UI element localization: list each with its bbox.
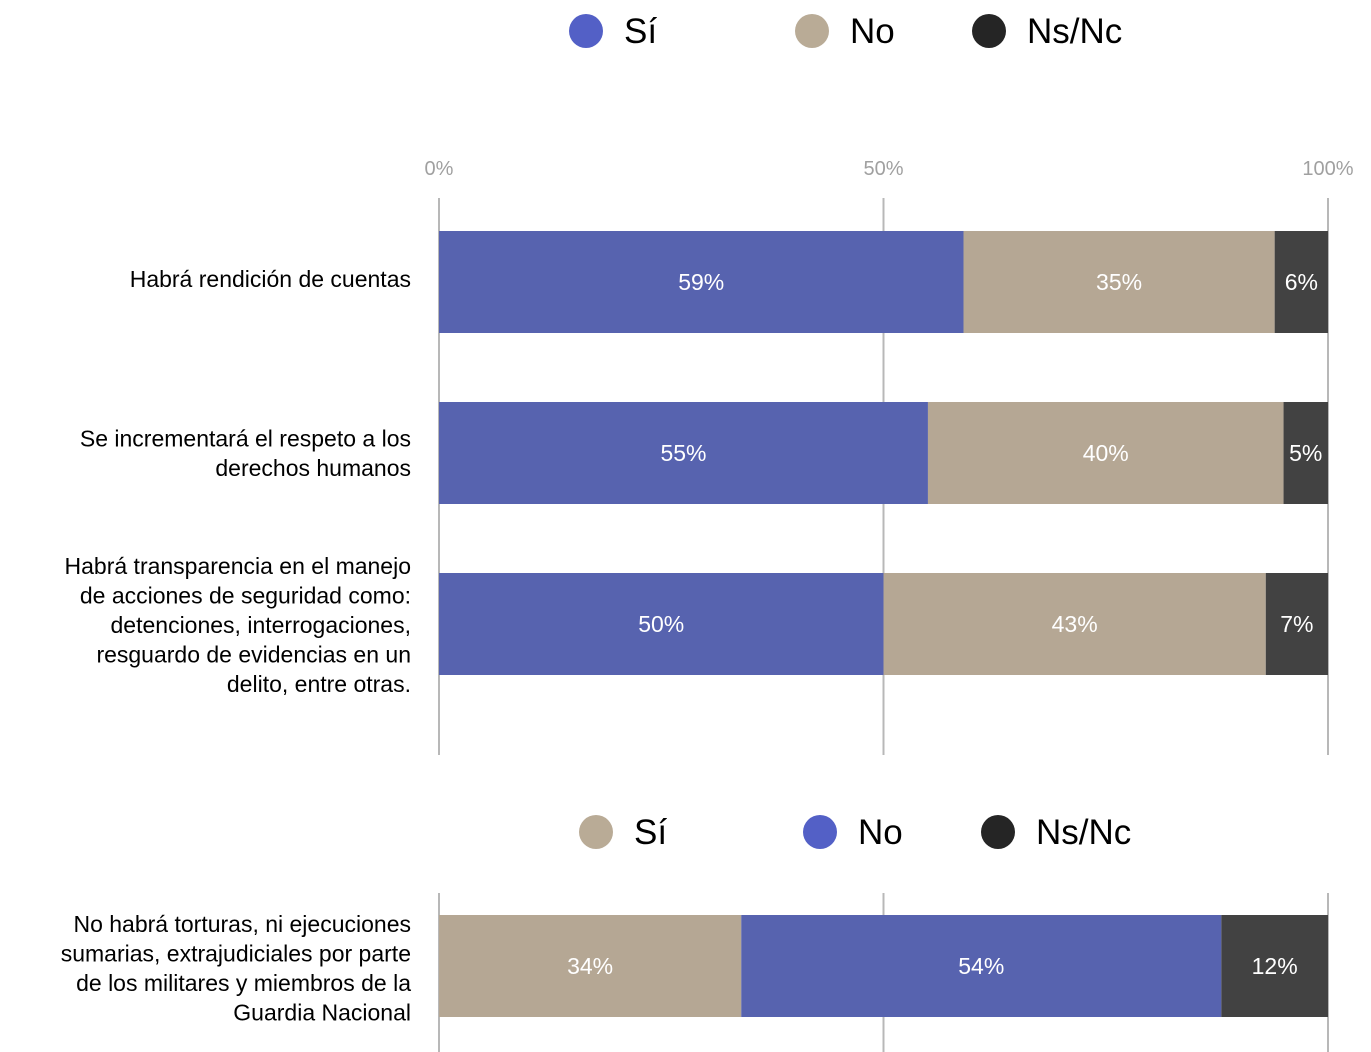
category-label-0-2-4: delito, entre otras.: [227, 671, 411, 697]
legend-marker-1-1: [803, 815, 837, 849]
legend-marker-0-2: [972, 14, 1006, 48]
bar-segment-1-0-1: [741, 915, 1222, 1017]
data-label-0-1-1: 40%: [1083, 440, 1129, 466]
bar-segment-0-2-1: [883, 573, 1266, 675]
category-label-1-0-2: de los militares y miembros de la: [76, 970, 411, 996]
bar-segment-0-2-2: [1265, 573, 1328, 675]
legend-marker-1-0: [579, 815, 613, 849]
category-label-0-2-2: detenciones, interrogaciones,: [111, 612, 411, 638]
category-label-0-1-0: Se incrementará el respeto a los: [80, 425, 411, 451]
data-label-0-2-1: 43%: [1052, 611, 1098, 637]
legend-label-1-0: Sí: [634, 813, 667, 852]
x-tick-label-0-0: 0%: [425, 158, 454, 180]
legend-label-1-2: Ns/Nc: [1036, 813, 1131, 852]
bar-segment-0-1-2: [1283, 402, 1328, 504]
legend-label-0-2: Ns/Nc: [1027, 12, 1122, 51]
category-label-0-2-3: resguardo de evidencias en un: [96, 642, 411, 668]
legend-label-0-1: No: [850, 12, 895, 51]
bar-segment-0-1-0: [439, 402, 928, 504]
bar-segment-1-0-2: [1221, 915, 1328, 1017]
legend-label-1-1: No: [858, 813, 903, 852]
category-label-1-0-3: Guardia Nacional: [233, 999, 411, 1025]
data-label-0-1-2: 5%: [1289, 440, 1322, 466]
category-label-1-0-1: sumarias, extrajudiciales por parte: [61, 940, 411, 966]
legend-marker-0-0: [569, 14, 603, 48]
bar-segment-1-0-0: [439, 915, 742, 1017]
x-tick-label-0-2: 100%: [1302, 158, 1353, 180]
category-label-1-0-0: No habrá torturas, ni ejecuciones: [73, 911, 411, 937]
data-label-0-2-2: 7%: [1280, 611, 1313, 637]
data-label-0-2-0: 50%: [638, 611, 684, 637]
bar-segment-0-2-0: [439, 573, 884, 675]
data-label-0-1-0: 55%: [660, 440, 706, 466]
data-label-1-0-0: 34%: [567, 953, 613, 979]
x-tick-label-0-1: 50%: [863, 158, 903, 180]
category-label-0-2-0: Habrá transparencia en el manejo: [65, 553, 411, 579]
bar-segment-0-0-2: [1274, 231, 1328, 333]
category-label-0-2-1: de acciones de seguridad como:: [80, 583, 411, 609]
data-label-1-0-1: 54%: [958, 953, 1004, 979]
category-label-0-1-1: derechos humanos: [215, 455, 411, 481]
legend-label-0-0: Sí: [624, 12, 657, 51]
legend-marker-1-2: [981, 815, 1015, 849]
category-label-0-0-0: Habrá rendición de cuentas: [130, 266, 411, 292]
data-label-0-0-0: 59%: [678, 269, 724, 295]
bar-segment-0-1-1: [927, 402, 1284, 504]
data-label-0-0-2: 6%: [1285, 269, 1318, 295]
bar-segment-0-0-0: [439, 231, 964, 333]
data-label-0-0-1: 35%: [1096, 269, 1142, 295]
data-label-1-0-2: 12%: [1252, 953, 1298, 979]
bar-segment-0-0-1: [963, 231, 1275, 333]
legend-marker-0-1: [795, 14, 829, 48]
